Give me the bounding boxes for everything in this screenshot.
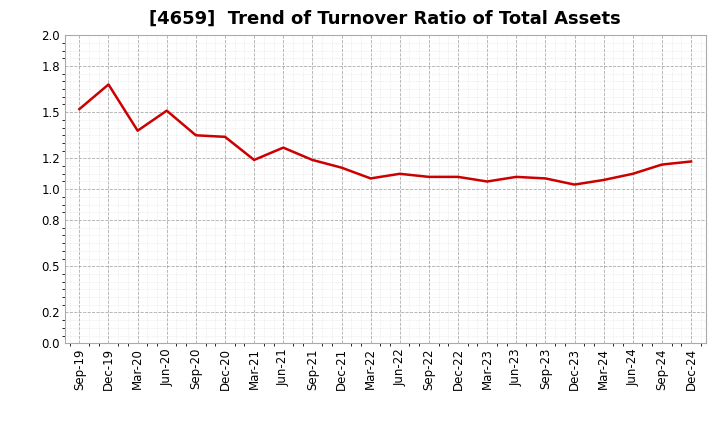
Title: [4659]  Trend of Turnover Ratio of Total Assets: [4659] Trend of Turnover Ratio of Total … [149,10,621,28]
